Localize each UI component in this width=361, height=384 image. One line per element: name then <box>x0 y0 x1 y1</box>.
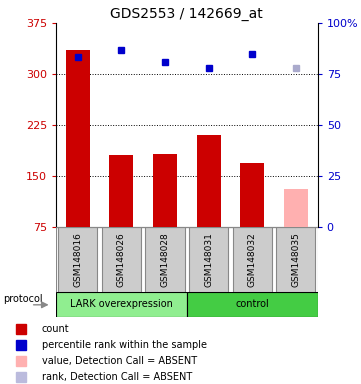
Bar <box>102 227 141 292</box>
Bar <box>197 135 221 227</box>
Title: GDS2553 / 142669_at: GDS2553 / 142669_at <box>110 7 263 21</box>
Text: GSM148028: GSM148028 <box>161 232 170 286</box>
Bar <box>109 156 133 227</box>
Bar <box>145 227 184 292</box>
Bar <box>240 164 264 227</box>
Bar <box>284 189 308 227</box>
Bar <box>66 50 90 227</box>
Text: GSM148026: GSM148026 <box>117 232 126 286</box>
Text: value, Detection Call = ABSENT: value, Detection Call = ABSENT <box>42 356 197 366</box>
Bar <box>58 227 97 292</box>
Text: GSM148032: GSM148032 <box>248 232 257 286</box>
Bar <box>232 227 272 292</box>
Bar <box>153 154 177 227</box>
Bar <box>187 292 318 317</box>
Text: GSM148016: GSM148016 <box>73 232 82 286</box>
Bar <box>56 292 187 317</box>
Text: LARK overexpression: LARK overexpression <box>70 299 173 310</box>
Text: protocol: protocol <box>3 294 43 304</box>
Bar <box>189 227 228 292</box>
Text: GSM148031: GSM148031 <box>204 232 213 286</box>
Text: percentile rank within the sample: percentile rank within the sample <box>42 340 207 350</box>
Text: count: count <box>42 324 70 334</box>
Bar <box>276 227 316 292</box>
Text: GSM148035: GSM148035 <box>291 232 300 286</box>
Text: control: control <box>235 299 269 310</box>
Text: rank, Detection Call = ABSENT: rank, Detection Call = ABSENT <box>42 372 192 382</box>
